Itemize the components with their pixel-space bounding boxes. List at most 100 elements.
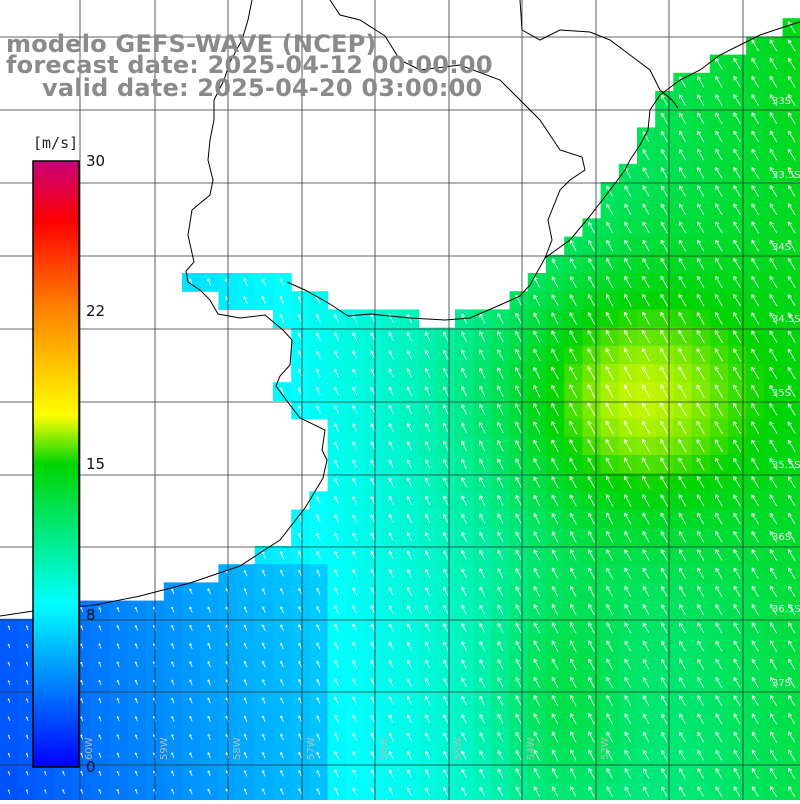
wind-arrow: [787, 567, 796, 579]
wind-arrow: [715, 585, 723, 597]
wind-arrow: [678, 494, 687, 507]
wind-arrow: [370, 714, 376, 723]
wind-arrow: [424, 368, 431, 378]
wind-arrow: [569, 276, 577, 288]
wind-arrow: [551, 694, 559, 707]
wind-arrow: [715, 695, 723, 707]
wind-arrow: [624, 713, 632, 725]
wind-speed-cell: [782, 54, 800, 74]
wind-arrow: [569, 585, 577, 598]
wind-arrow: [733, 439, 742, 453]
wind-arrow: [171, 788, 175, 795]
wind-arrow: [134, 752, 138, 758]
wind-arrow: [678, 384, 687, 399]
wind-arrow: [388, 623, 394, 633]
wind-arrow: [515, 768, 522, 779]
wind-arrow: [587, 457, 596, 471]
wind-arrow: [678, 457, 687, 471]
wind-arrow: [25, 752, 29, 758]
wind-arrow: [189, 788, 193, 795]
wind-arrow: [334, 605, 339, 614]
wind-arrow: [425, 532, 431, 542]
wind-speed-cell: [782, 509, 800, 529]
wind-arrow: [280, 624, 284, 632]
wind-arrow: [243, 697, 248, 704]
wind-arrow: [80, 679, 84, 685]
wind-arrow: [751, 658, 759, 670]
wind-speed-cell: [782, 746, 800, 765]
wind-arrow: [533, 513, 541, 525]
wind-arrow: [678, 257, 687, 270]
wind-arrow: [569, 694, 577, 707]
wind-arrow: [569, 549, 577, 561]
wind-arrow: [624, 257, 632, 270]
wind-arrow: [679, 167, 686, 179]
wind-arrow: [443, 605, 449, 615]
wind-arrow: [388, 514, 394, 524]
wind-speed-cell: [782, 618, 800, 638]
wind-arrow: [642, 457, 651, 471]
wind-arrow: [678, 293, 687, 307]
wind-speed-cell: [782, 18, 800, 37]
wind-arrow: [207, 606, 211, 613]
wind-arrow: [569, 658, 577, 670]
wind-arrow: [443, 787, 449, 797]
wind-arrow: [696, 384, 705, 398]
wind-arrow: [443, 477, 449, 488]
wind-arrow: [605, 311, 614, 325]
wind-arrow: [352, 732, 358, 742]
wind-arrow: [787, 603, 796, 616]
wind-arrow: [533, 604, 540, 616]
wind-arrow: [425, 769, 431, 778]
wind-arrow: [569, 421, 578, 435]
wind-arrow: [497, 732, 504, 743]
wind-arrow: [388, 769, 394, 778]
wind-arrow: [497, 421, 504, 434]
wind-arrow: [787, 476, 796, 489]
wind-speed-cell: [509, 782, 529, 802]
latitude-label: 34S: [772, 242, 791, 253]
wind-arrow: [479, 349, 486, 361]
wind-arrow: [443, 331, 449, 342]
wind-arrow: [624, 185, 632, 197]
wind-arrow: [461, 659, 467, 669]
wind-speed-cell: [382, 782, 401, 802]
wind-arrow: [715, 531, 723, 543]
wind-arrow: [787, 366, 796, 380]
wind-arrow: [605, 384, 614, 399]
wind-speed-cell: [327, 782, 347, 802]
wind-arrow: [461, 623, 467, 633]
wind-arrow: [316, 642, 321, 650]
wind-arrow: [370, 350, 376, 360]
wind-arrow: [406, 350, 413, 360]
wind-arrow: [642, 658, 650, 670]
wind-arrow: [679, 94, 686, 106]
wind-arrow: [678, 330, 687, 344]
wind-arrow: [171, 661, 175, 668]
wind-arrow: [661, 658, 668, 670]
wind-arrow: [370, 496, 376, 505]
wind-arrow: [588, 640, 595, 652]
wind-arrow: [570, 786, 577, 798]
wind-arrow: [7, 789, 11, 794]
wind-arrow: [497, 549, 504, 561]
wind-arrow: [297, 532, 303, 541]
wind-arrow: [497, 513, 504, 524]
wind-arrow: [733, 768, 741, 779]
wind-arrow: [80, 789, 84, 795]
wind-arrow: [642, 604, 650, 616]
wind-speed-cell: [782, 364, 800, 383]
wind-arrow: [715, 512, 723, 525]
wind-arrow: [606, 257, 614, 270]
wind-arrow: [605, 329, 614, 344]
wind-arrow: [352, 459, 358, 469]
wind-arrow: [243, 788, 248, 795]
wind-arrow: [479, 604, 485, 615]
wind-arrow: [588, 604, 595, 616]
wind-arrow: [298, 606, 303, 614]
wind-arrow: [297, 296, 303, 305]
wind-arrow: [298, 679, 303, 686]
wind-arrow: [769, 275, 778, 289]
wind-arrow: [551, 312, 559, 325]
wind-arrow: [443, 459, 449, 469]
